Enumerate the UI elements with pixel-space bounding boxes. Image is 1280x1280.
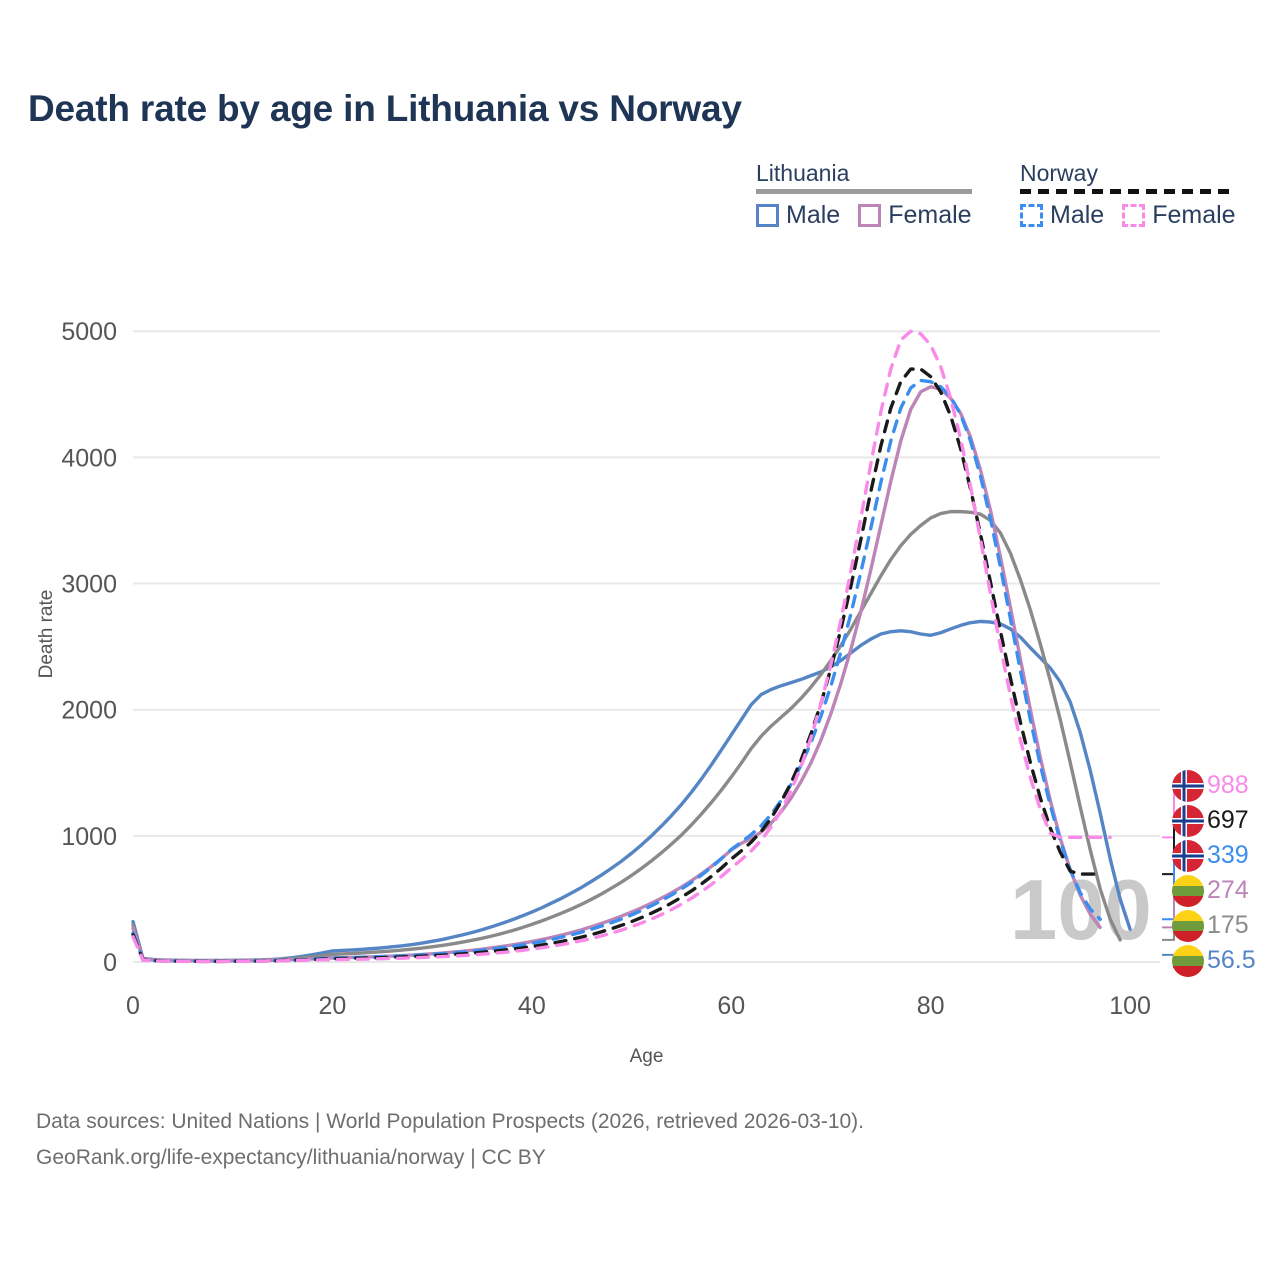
legend-label-lithuania-female: Female (888, 201, 972, 229)
watermark-label: 100 (1010, 863, 1152, 958)
series-end-label: 274 (1172, 873, 1280, 908)
x-axis-tick-label: 40 (518, 992, 546, 1020)
chart-legend: Lithuania Male Female Norway Male (756, 160, 1256, 242)
series-end-value: 56.5 (1207, 946, 1256, 974)
legend-item-norway-female[interactable]: Female (1122, 201, 1236, 229)
y-axis-tick-label: 5000 (61, 318, 117, 346)
x-axis-tick-label: 0 (126, 992, 140, 1020)
y-axis-title: Death rate (36, 590, 57, 679)
series-line (131, 619, 1132, 963)
legend-heading-norway: Norway (1020, 160, 1098, 186)
norway-flag-icon (1172, 839, 1204, 872)
legend-item-lithuania-female[interactable]: Female (858, 201, 972, 229)
legend-label-norway-male: Male (1050, 201, 1105, 229)
lithuania-flag-icon (1172, 944, 1204, 977)
x-axis-title: Age (630, 1046, 664, 1067)
series-end-label: 339 (1172, 838, 1280, 873)
series-end-value: 697 (1207, 806, 1249, 834)
y-axis-tick-label: 4000 (61, 444, 117, 472)
legend-item-lithuania-male[interactable]: Male (756, 203, 840, 228)
series-end-label: 988 (1172, 768, 1280, 803)
lithuania-flag-icon (1172, 874, 1204, 907)
series-end-label: 697 (1172, 803, 1280, 838)
series-end-value: 988 (1207, 771, 1249, 799)
norway-flag-icon (1172, 769, 1204, 802)
legend-rule-norway (1020, 189, 1236, 194)
page-title: Death rate by age in Lithuania vs Norway (28, 88, 742, 129)
footer-line-sources: Data sources: United Nations | World Pop… (36, 1110, 865, 1133)
series-end-label: 175 (1172, 908, 1280, 943)
x-axis-tick-label: 60 (717, 992, 745, 1020)
x-axis-tick-label: 20 (319, 992, 347, 1020)
legend-swatch-lithuania-female (858, 204, 882, 227)
y-axis-tick-label: 1000 (61, 823, 117, 851)
x-axis-tick-label: 80 (917, 992, 945, 1020)
legend-item-norway-male[interactable]: Male (1020, 203, 1104, 228)
y-axis-tick-label: 2000 (61, 697, 117, 725)
y-axis-tick-label: 0 (103, 949, 117, 977)
x-axis-tick-label: 100 (1109, 992, 1151, 1020)
series-end-labels: 988 697 339 274 175 56.5 (1172, 768, 1280, 978)
series-line (131, 329, 1112, 964)
legend-heading-lithuania: Lithuania (756, 160, 850, 186)
legend-group-lithuania: Lithuania Male Female (756, 160, 972, 228)
legend-swatch-norway-male (1020, 204, 1043, 227)
series-end-value: 274 (1207, 876, 1249, 904)
series-line (131, 367, 1102, 964)
series-line (131, 385, 1102, 963)
legend-swatch-norway-female (1122, 204, 1146, 227)
series-end-value: 339 (1207, 841, 1249, 869)
series-line (131, 509, 1122, 963)
legend-label-norway-female: Female (1152, 201, 1236, 229)
footer-credits: Data sources: United Nations | World Pop… (36, 1104, 864, 1176)
legend-label-lithuania-male: Male (786, 201, 841, 229)
lithuania-flag-icon (1172, 909, 1204, 942)
norway-flag-icon (1172, 804, 1204, 837)
footer-line-url[interactable]: GeoRank.org/life-expectancy/lithuania/no… (36, 1146, 546, 1169)
y-axis-tick-label: 3000 (61, 571, 117, 599)
series-line (131, 378, 1102, 963)
legend-group-norway: Norway Male Female (1020, 160, 1236, 228)
series-end-value: 175 (1207, 911, 1249, 939)
legend-swatch-lithuania-male (756, 204, 779, 227)
series-end-label: 56.5 (1172, 943, 1280, 978)
legend-rule-lithuania (756, 189, 972, 194)
